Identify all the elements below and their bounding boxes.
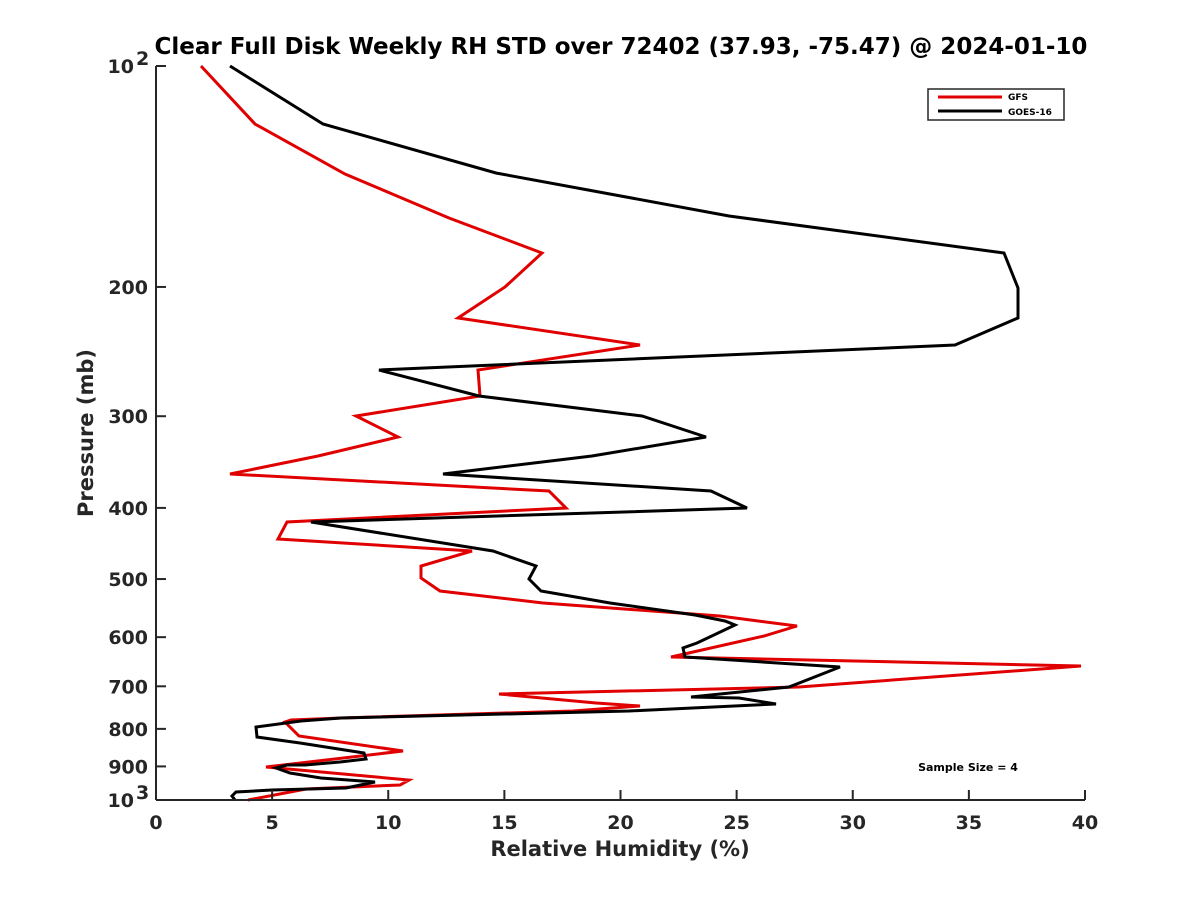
y-tick-label: 400 (108, 498, 148, 520)
x-tick-label: 0 (149, 812, 162, 834)
y-tick-exponent: 2 (136, 48, 149, 70)
x-tick-label: 15 (491, 812, 517, 834)
x-tick-label: 30 (840, 812, 866, 834)
series-layer (199, 64, 1082, 802)
x-tick-label: 10 (375, 812, 401, 834)
legend-label-gfs: GFS (1008, 93, 1028, 103)
y-tick-label: 500 (108, 569, 148, 591)
x-tick-label: 20 (607, 812, 633, 834)
y-tick-label: 800 (108, 719, 148, 741)
legend: GFS GOES-16 (927, 88, 1065, 121)
y-axis-label: Pressure (mb) (74, 349, 98, 517)
y-tick-label: 200 (108, 277, 148, 299)
legend-label-goes16: GOES-16 (1008, 108, 1052, 118)
y-tick-label: 700 (108, 676, 148, 698)
y-tick-label: 900 (108, 756, 148, 778)
y-tick-label: 10 (108, 790, 134, 812)
chart-title: Clear Full Disk Weekly RH STD over 72402… (155, 34, 1088, 60)
x-ticks: 0 5 10 15 20 25 30 35 40 (149, 790, 1098, 834)
series-line-goes16 (229, 64, 1020, 801)
x-tick-label: 25 (723, 812, 749, 834)
y-tick-label: 10 (108, 56, 134, 78)
x-tick-label: 5 (266, 812, 279, 834)
y-tick-label: 300 (108, 406, 148, 428)
x-tick-label: 35 (956, 812, 982, 834)
x-axis-label: Relative Humidity (%) (490, 837, 749, 861)
x-tick-label: 40 (1072, 812, 1098, 834)
legend-box (927, 88, 1065, 121)
sample-size-annotation: Sample Size = 4 (918, 761, 1018, 774)
y-tick-label: 600 (108, 627, 148, 649)
y-tick-exponent: 3 (136, 782, 149, 804)
